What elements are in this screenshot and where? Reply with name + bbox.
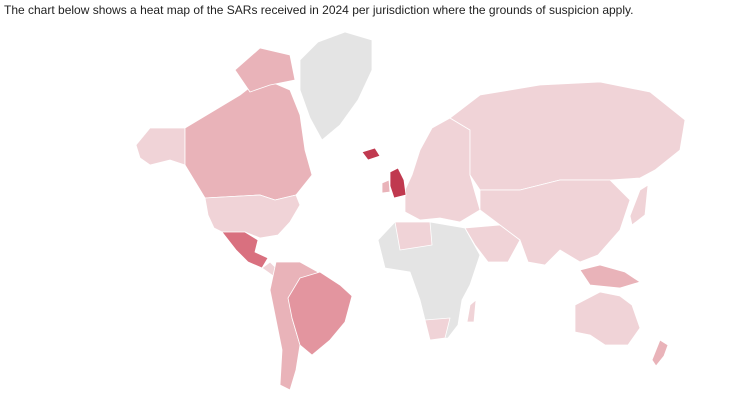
africa-north	[394, 221, 433, 251]
south-africa	[424, 317, 451, 341]
europe	[404, 117, 481, 223]
new-zealand	[651, 339, 669, 367]
usa	[204, 194, 301, 239]
mexico	[221, 231, 269, 269]
brazil	[287, 271, 353, 356]
russia	[449, 81, 686, 191]
ireland	[381, 179, 391, 194]
australia	[574, 291, 641, 346]
united-kingdom	[389, 167, 407, 199]
africa	[377, 221, 481, 341]
madagascar	[466, 299, 477, 323]
caption: The chart below shows a heat map of the …	[4, 3, 634, 17]
alaska	[135, 127, 186, 166]
iceland	[361, 147, 381, 161]
southeast-asia-islands	[579, 264, 641, 289]
canada	[184, 77, 313, 201]
asia	[479, 179, 631, 266]
japan	[629, 184, 649, 226]
greenland	[299, 31, 373, 141]
arctic-islands	[234, 47, 296, 93]
